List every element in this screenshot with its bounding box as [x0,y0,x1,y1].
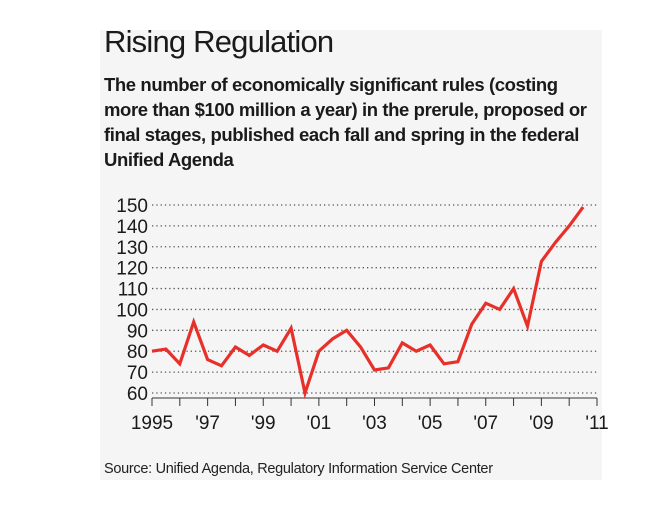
y-tick-label: 110 [118,280,148,301]
y-tick-label: 80 [127,342,148,363]
y-tick-label: 60 [127,384,148,405]
x-axis [151,397,598,406]
chart-title: Rising Regulation [104,24,334,59]
source-note: Source: Unified Agenda, Regulatory Infor… [104,461,493,477]
chart-subtitle: The number of economically significant r… [104,74,587,170]
y-tick-label: 70 [127,363,148,384]
series-line-0 [151,206,585,400]
y-tick-label: 130 [116,238,148,259]
x-tick-label: '03 [362,413,387,434]
x-tick-label: '97 [195,413,220,434]
y-tick-label: 100 [116,300,148,321]
x-tick-label: '99 [251,413,276,434]
x-tick-label: '05 [418,413,443,434]
y-tick-label: 150 [116,196,148,217]
y-tick-label: 90 [127,321,148,342]
chart-panel [100,30,602,480]
y-tick-label: 140 [116,217,148,238]
x-tick-label: '09 [529,413,554,434]
x-tick-label: 1995 [131,413,173,434]
y-tick-label: 120 [116,259,148,280]
x-tick-label: '01 [306,413,331,434]
x-axis-tick-labels: 1995 '97 '99 '01 '03 '05 '07 '09 '11 [131,413,609,434]
series-group [151,206,585,400]
x-tick-label: '07 [473,413,498,434]
x-tick-label: '11 [585,413,608,434]
